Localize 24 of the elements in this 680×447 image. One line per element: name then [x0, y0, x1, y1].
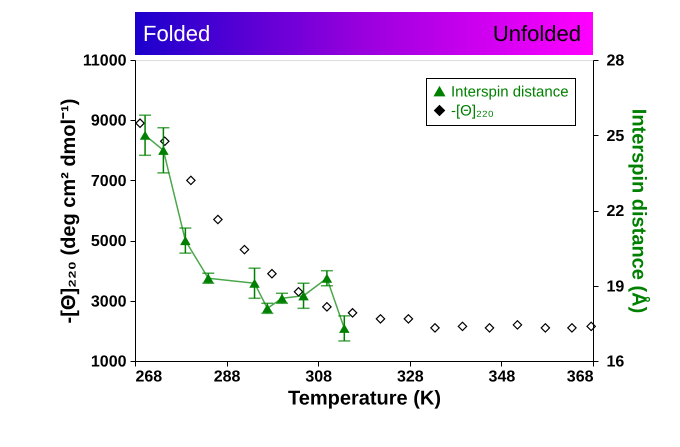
text: Folded: [143, 21, 210, 46]
text: Unfolded: [492, 21, 581, 46]
y2-tick-label: 25: [606, 128, 624, 145]
y-tick-label: 11000: [82, 52, 127, 70]
legend-label: -[Θ]₂₂₀: [451, 102, 494, 120]
y2-tick-label: 28: [606, 52, 624, 70]
y2-tick-label: 19: [606, 278, 624, 296]
y-tick-label: 7000: [90, 172, 127, 190]
y-tick-label: 1000: [90, 354, 127, 370]
x-tick-label: 348: [488, 368, 516, 386]
x-tick-label: 268: [136, 368, 162, 386]
y2-tick-label: 16: [606, 354, 624, 370]
x-axis-title: Temperature (K): [288, 388, 441, 410]
y-tick-label: 5000: [90, 233, 127, 250]
x-tick-label: 328: [396, 368, 424, 386]
y-tick-label: 9000: [90, 112, 127, 130]
x-tick-label: 288: [214, 368, 241, 386]
x-tick-label: 308: [305, 368, 332, 386]
y-tick-label: 3000: [90, 293, 127, 310]
y2-tick-label: 22: [606, 203, 624, 220]
y-axis-title: -[Θ]₂₂₀ (deg cm² dmol⁻¹): [58, 98, 80, 324]
legend-label: Interspin distance: [451, 84, 569, 100]
x-tick-label: 368: [566, 368, 594, 386]
y2-axis-title: Interspin distance (Å): [627, 108, 650, 314]
